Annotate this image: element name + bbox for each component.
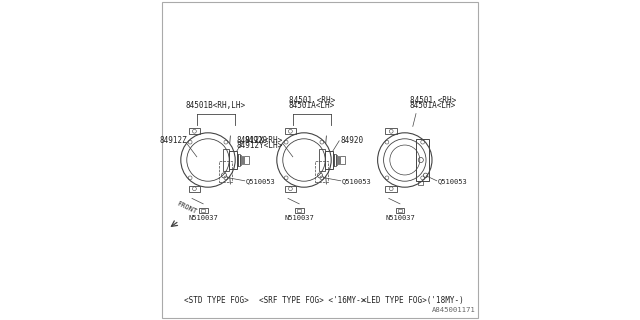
Text: 84501B<RH,LH>: 84501B<RH,LH> (186, 101, 246, 110)
Text: N510037: N510037 (284, 215, 314, 221)
Bar (237, 154, 238, 166)
Bar (198, 208, 207, 213)
Bar (285, 186, 296, 192)
Bar (201, 209, 205, 212)
Text: 84501A<LH>: 84501A<LH> (289, 101, 335, 110)
Bar (385, 128, 397, 134)
Bar (385, 186, 397, 192)
Bar (418, 181, 424, 185)
Text: 84920: 84920 (340, 136, 364, 145)
Text: Q510053: Q510053 (438, 178, 467, 184)
Bar (285, 128, 296, 134)
Text: FRONT: FRONT (176, 200, 198, 214)
Bar (416, 139, 429, 181)
Bar (295, 208, 304, 213)
Text: Q510053: Q510053 (342, 178, 371, 184)
Bar (223, 149, 229, 171)
Text: N510037: N510037 (385, 215, 415, 221)
Bar (189, 128, 200, 134)
Text: <STD TYPE FOG>: <STD TYPE FOG> (184, 296, 248, 305)
Bar (219, 161, 232, 182)
Text: 84501 <RH>: 84501 <RH> (289, 96, 335, 105)
Text: A845001171: A845001171 (431, 307, 475, 313)
Bar (242, 156, 243, 164)
Bar (229, 151, 237, 169)
Text: 84501 <RH>: 84501 <RH> (410, 96, 456, 105)
Text: N510037: N510037 (188, 215, 218, 221)
Bar (297, 209, 301, 212)
Bar (315, 161, 328, 182)
Text: 84920: 84920 (245, 136, 268, 145)
Bar (189, 186, 200, 192)
Bar (240, 155, 241, 165)
Bar (325, 151, 333, 169)
Text: 84912Z: 84912Z (159, 136, 187, 145)
Bar (244, 156, 250, 164)
Text: 84912X<RH>: 84912X<RH> (237, 136, 283, 145)
Bar (398, 209, 403, 212)
Bar (319, 149, 325, 171)
Bar (340, 156, 346, 164)
Text: 84501A<LH>: 84501A<LH> (410, 101, 456, 110)
Bar (333, 154, 334, 166)
Bar (396, 208, 404, 213)
Text: <LED TYPE FOG>('18MY-): <LED TYPE FOG>('18MY-) (362, 296, 463, 305)
Bar (334, 154, 335, 166)
Text: Q510053: Q510053 (246, 178, 275, 184)
Bar (338, 156, 339, 164)
Text: <SRF TYPE FOG> <'16MY->: <SRF TYPE FOG> <'16MY-> (259, 296, 365, 305)
Text: 84912Y<LH>: 84912Y<LH> (237, 141, 283, 150)
Bar (336, 155, 337, 165)
Bar (239, 154, 240, 166)
